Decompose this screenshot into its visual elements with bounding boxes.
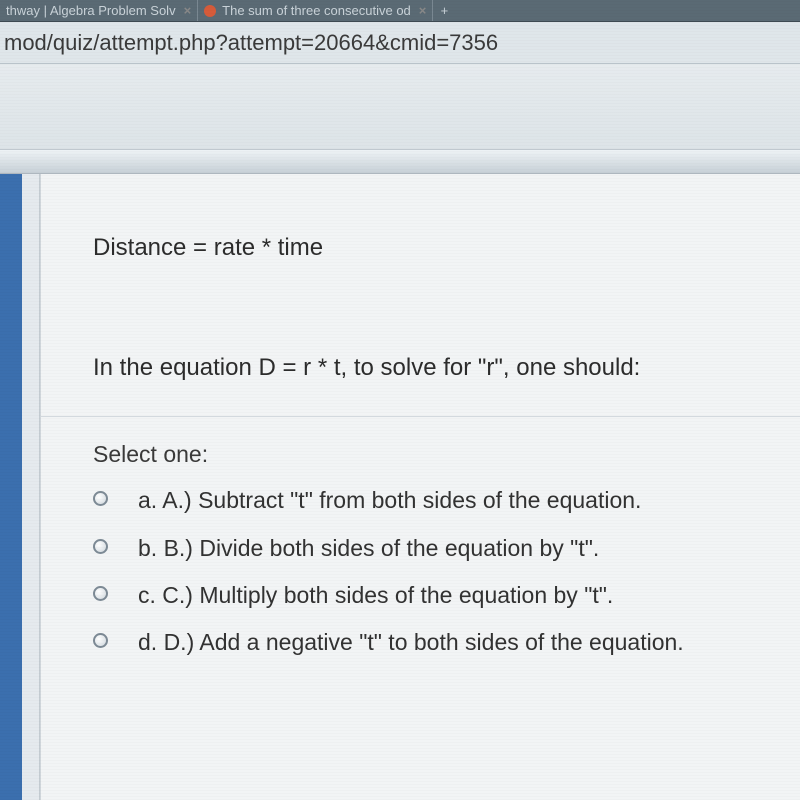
formula-text: Distance = rate * time [93, 234, 760, 262]
option-text: c. C.) Multiply both sides of the equati… [138, 579, 613, 612]
page-body: Distance = rate * time In the equation D… [0, 174, 800, 800]
browser-tab-0[interactable]: thway | Algebra Problem Solv × [0, 0, 198, 21]
url-text: mod/quiz/attempt.php?attempt=20664&cmid=… [4, 30, 498, 56]
option-text: a. A.) Subtract "t" from both sides of t… [138, 484, 641, 517]
left-gutter [22, 174, 40, 800]
tab-favicon [204, 5, 216, 17]
option-text: d. D.) Add a negative "t" to both sides … [138, 626, 684, 659]
radio-button[interactable] [93, 539, 108, 554]
quiz-content: Distance = rate * time In the equation D… [40, 174, 800, 800]
option-b[interactable]: b. B.) Divide both sides of the equation… [93, 532, 760, 565]
radio-button[interactable] [93, 586, 108, 601]
browser-tab-1[interactable]: The sum of three consecutive od × [198, 0, 433, 21]
tab-strip: thway | Algebra Problem Solv × The sum o… [0, 0, 800, 22]
radio-button[interactable] [93, 491, 108, 506]
divider [41, 416, 800, 417]
radio-button[interactable] [93, 633, 108, 648]
option-a[interactable]: a. A.) Subtract "t" from both sides of t… [93, 484, 760, 517]
question-text: In the equation D = r * t, to solve for … [93, 352, 760, 384]
close-icon[interactable]: × [419, 3, 427, 18]
option-d[interactable]: d. D.) Add a negative "t" to both sides … [93, 626, 760, 659]
tab-title: thway | Algebra Problem Solv [6, 3, 176, 18]
page-header-bar [0, 150, 800, 174]
left-accent-stripe [0, 174, 22, 800]
option-text: b. B.) Divide both sides of the equation… [138, 532, 599, 565]
new-tab-button[interactable]: + [433, 3, 455, 18]
toolbar-region [0, 64, 800, 150]
option-c[interactable]: c. C.) Multiply both sides of the equati… [93, 579, 760, 612]
tab-title: The sum of three consecutive od [222, 3, 411, 18]
select-prompt: Select one: [93, 441, 760, 468]
close-icon[interactable]: × [184, 3, 192, 18]
url-bar[interactable]: mod/quiz/attempt.php?attempt=20664&cmid=… [0, 22, 800, 64]
